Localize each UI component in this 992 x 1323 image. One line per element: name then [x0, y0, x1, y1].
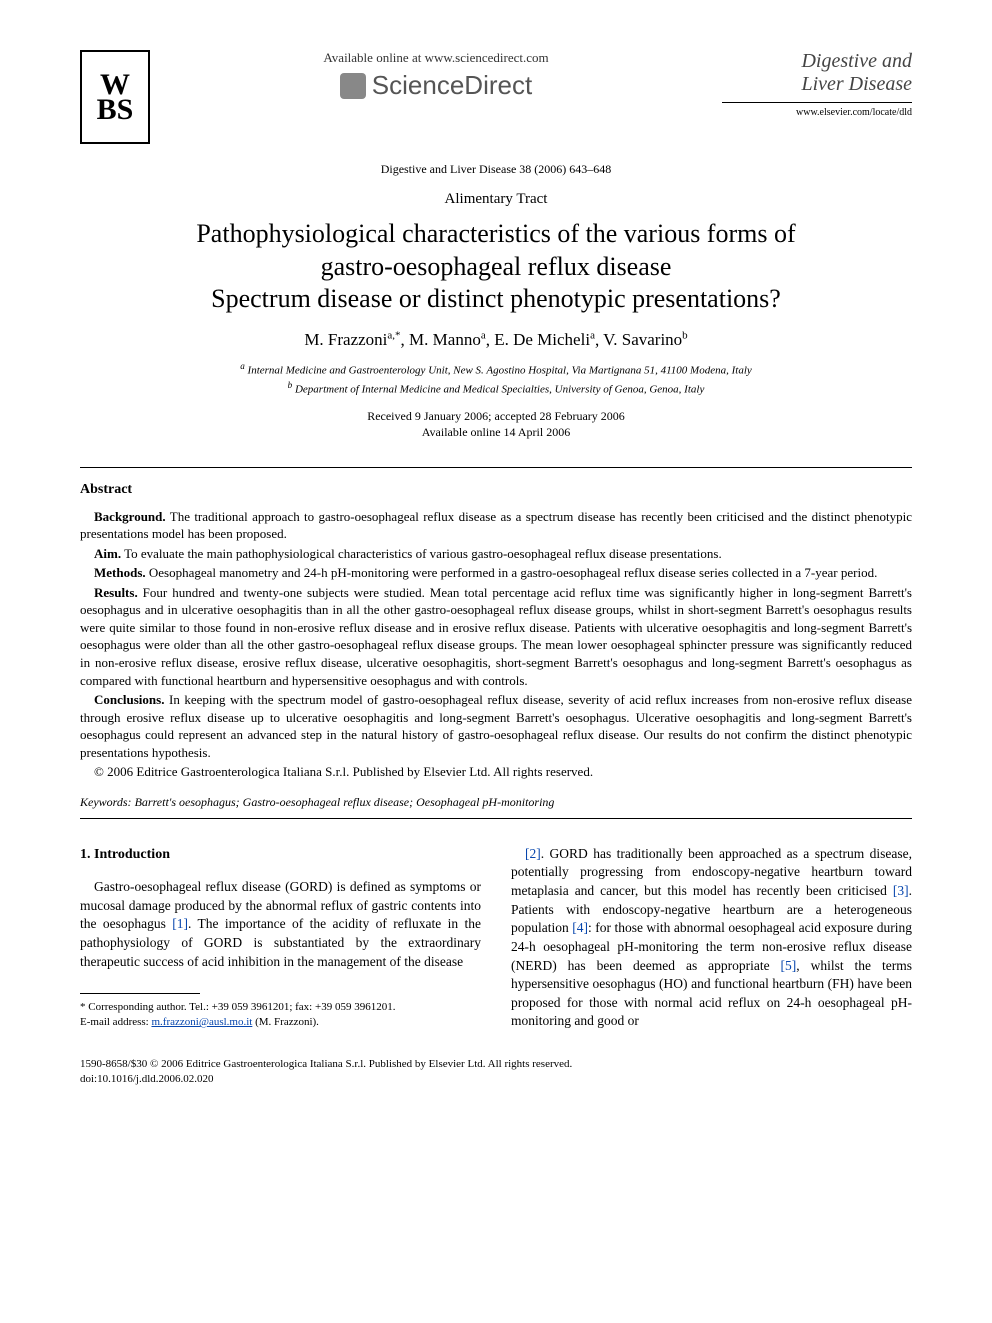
abs-methods-label: Methods. [94, 565, 146, 580]
header-row: WBS Available online at www.sciencedirec… [80, 50, 912, 144]
keywords-text: Barrett's oesophagus; Gastro-oesophageal… [135, 795, 555, 809]
available-online-text: Available online at www.sciencedirect.co… [170, 50, 702, 66]
column-left: 1. Introduction Gastro-oesophageal reflu… [80, 845, 481, 1031]
intro-para-right: [2]. GORD has traditionally been approac… [511, 845, 912, 1031]
ref-4[interactable]: [4] [572, 920, 588, 935]
title-line2: gastro-oesophageal reflux disease [321, 252, 672, 281]
abs-aim: To evaluate the main pathophysiological … [124, 546, 722, 561]
authors-line: M. Frazzonia,*, M. Mannoa, E. De Micheli… [80, 330, 912, 351]
footnote-rule [80, 993, 200, 994]
affiliation-b: Department of Internal Medicine and Medi… [295, 384, 704, 396]
sciencedirect-icon [340, 73, 366, 99]
corr-author-line: * Corresponding author. Tel.: +39 059 39… [80, 1001, 395, 1013]
journal-name-line1: Digestive and [801, 50, 912, 72]
abs-background-label: Background. [94, 509, 166, 524]
abs-methods: Oesophageal manometry and 24-h pH-monito… [149, 565, 877, 580]
abstract-bottom-rule [80, 818, 912, 819]
abstract-body: Background. The traditional approach to … [80, 508, 912, 781]
email-person: (M. Frazzoni). [255, 1016, 319, 1028]
affiliation-a: Internal Medicine and Gastroenterology U… [248, 365, 752, 377]
abs-conclusions-label: Conclusions. [94, 692, 164, 707]
journal-name-line2: Liver Disease [801, 73, 912, 95]
author-2: M. Mannoa [409, 330, 486, 349]
ref-1[interactable]: [1] [172, 916, 188, 931]
footer-doi: doi:10.1016/j.dld.2006.02.020 [80, 1073, 214, 1085]
ref-5[interactable]: [5] [781, 958, 797, 973]
abs-copyright: © 2006 Editrice Gastroenterologica Itali… [80, 763, 912, 781]
citation-line: Digestive and Liver Disease 38 (2006) 64… [80, 162, 912, 177]
journal-name: Digestive and Liver Disease [722, 50, 912, 103]
affiliations: a Internal Medicine and Gastroenterology… [80, 360, 912, 398]
corresponding-footnote: * Corresponding author. Tel.: +39 059 39… [80, 1000, 481, 1030]
page-footer: 1590-8658/$30 © 2006 Editrice Gastroente… [80, 1057, 912, 1087]
email-label: E-mail address: [80, 1016, 149, 1028]
keywords-line: Keywords: Barrett's oesophagus; Gastro-o… [80, 795, 912, 810]
journal-box-wrap: Digestive and Liver Disease www.elsevier… [722, 50, 912, 118]
keywords-label: Keywords: [80, 795, 132, 809]
article-title: Pathophysiological characteristics of th… [100, 218, 892, 316]
received-accepted: Received 9 January 2006; accepted 28 Feb… [367, 409, 625, 423]
author-1: M. Frazzonia,* [304, 330, 400, 349]
abstract-top-rule [80, 467, 912, 468]
publisher-logo: WBS [80, 50, 150, 144]
author-4: V. Savarinob [603, 330, 688, 349]
available-online-date: Available online 14 April 2006 [422, 425, 570, 439]
intro-para-left: Gastro-oesophageal reflux disease (GORD)… [80, 878, 481, 971]
dates-block: Received 9 January 2006; accepted 28 Feb… [80, 408, 912, 440]
abs-conclusions: In keeping with the spectrum model of ga… [80, 692, 912, 760]
section-label: Alimentary Tract [80, 191, 912, 208]
abs-background: The traditional approach to gastro-oesop… [80, 509, 912, 542]
title-line1: Pathophysiological characteristics of th… [196, 219, 795, 248]
abs-aim-label: Aim. [94, 546, 121, 561]
abstract-heading: Abstract [80, 482, 912, 498]
ref-3[interactable]: [3] [893, 883, 909, 898]
center-header: Available online at www.sciencedirect.co… [150, 50, 722, 104]
introduction-heading: 1. Introduction [80, 845, 481, 864]
elsevier-url: www.elsevier.com/locate/dld [722, 107, 912, 118]
abs-results-label: Results. [94, 585, 138, 600]
ref-2[interactable]: [2] [525, 846, 541, 861]
body-columns: 1. Introduction Gastro-oesophageal reflu… [80, 845, 912, 1031]
footer-copyright: 1590-8658/$30 © 2006 Editrice Gastroente… [80, 1058, 572, 1070]
sciencedirect-logo: ScienceDirect [340, 70, 532, 101]
title-line3: Spectrum disease or distinct phenotypic … [211, 284, 781, 313]
author-3: E. De Michelia [494, 330, 595, 349]
column-right: [2]. GORD has traditionally been approac… [511, 845, 912, 1031]
sciencedirect-text: ScienceDirect [372, 70, 532, 101]
abs-results: Four hundred and twenty-one subjects wer… [80, 585, 912, 688]
corr-email[interactable]: m.frazzoni@ausl.mo.it [151, 1016, 252, 1028]
